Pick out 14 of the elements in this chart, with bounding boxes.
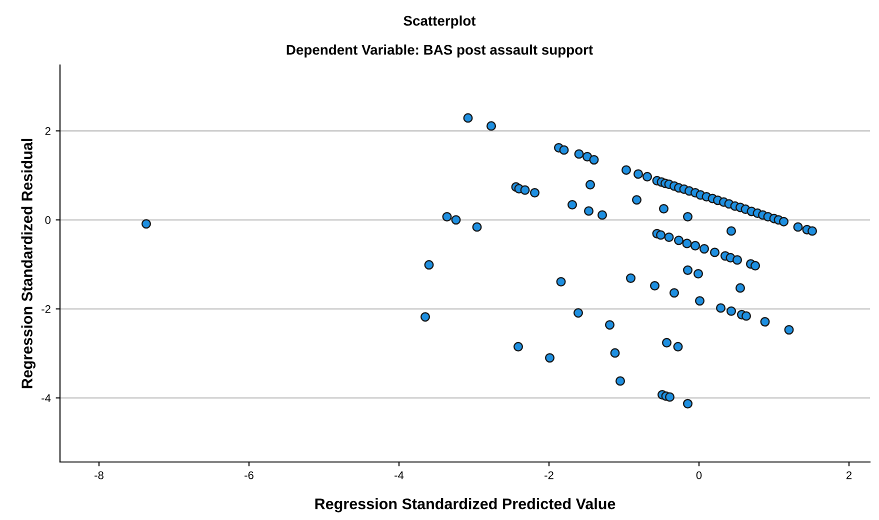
chart-subtitle: Dependent Variable: BAS post assault support: [286, 44, 593, 58]
y-tick-label: -4: [42, 394, 51, 402]
y-tick-label: -2: [42, 305, 50, 313]
y-tick-label: 2: [45, 127, 50, 135]
x-tick-label: 0: [696, 471, 702, 480]
x-tick-label: 2: [846, 471, 852, 480]
x-tick-label: -6: [244, 471, 254, 480]
y-axis-title: Regression Standardized Residual: [21, 138, 36, 388]
x-axis-title: Regression Standardized Predicted Value: [315, 498, 616, 512]
chart-title: Scatterplot: [404, 16, 476, 28]
y-tick-label: 0: [45, 216, 51, 224]
x-tick-label: -2: [544, 471, 554, 480]
x-tick-label: -4: [394, 471, 404, 480]
x-tick-label: -8: [94, 471, 104, 480]
